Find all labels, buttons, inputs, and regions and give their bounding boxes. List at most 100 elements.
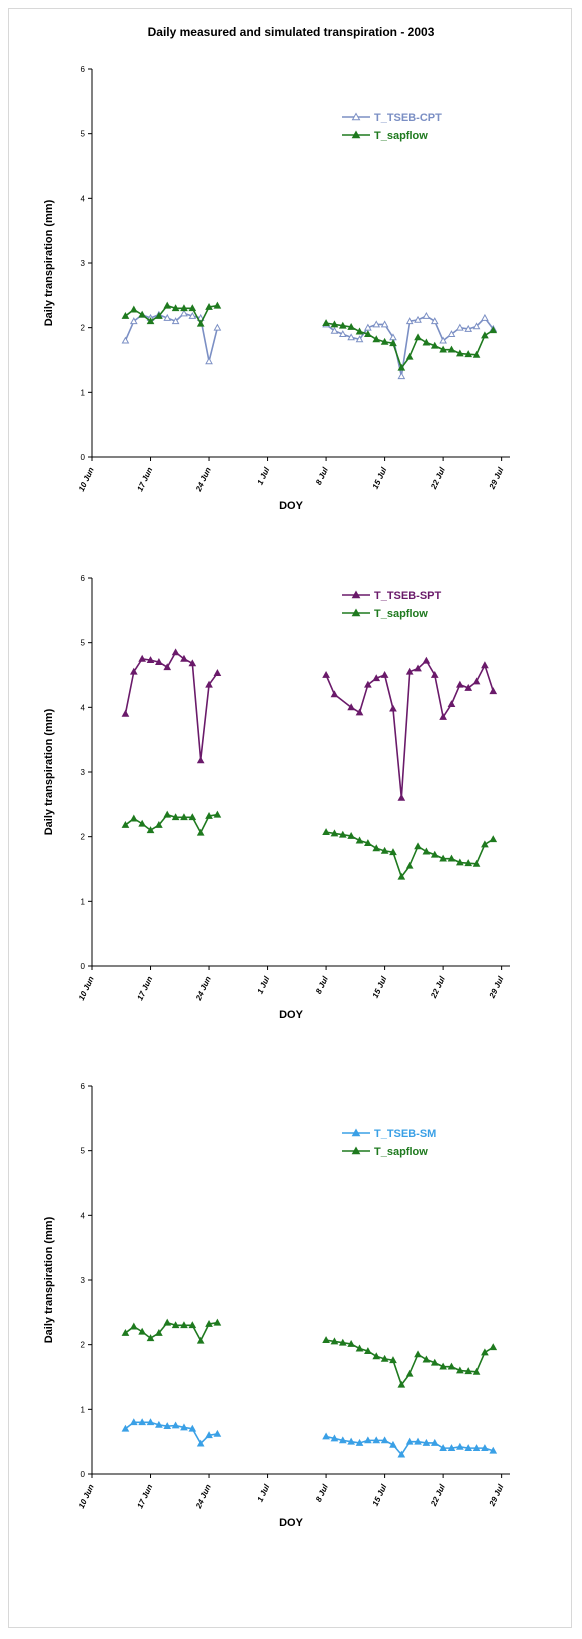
x-tick-label: 24 Jun [194, 975, 213, 1003]
data-point [347, 831, 356, 839]
data-point [405, 1437, 414, 1445]
series-T_TSEB-SPT [121, 648, 498, 801]
series-T_sapflow [121, 1318, 498, 1388]
data-point [322, 670, 330, 678]
data-point [481, 313, 489, 321]
data-point [338, 330, 347, 338]
x-tick-label: 8 Jul [314, 1482, 330, 1503]
data-point [163, 313, 172, 321]
data-point [338, 830, 347, 838]
data-point [129, 814, 138, 822]
data-point [163, 1318, 172, 1326]
data-point [472, 1444, 481, 1452]
x-tick-label: 1 Jul [256, 465, 272, 486]
data-point [380, 1436, 389, 1444]
data-point [455, 858, 464, 866]
data-point [447, 330, 456, 338]
data-point [481, 1348, 489, 1356]
data-point [129, 667, 138, 675]
data-point [188, 1424, 197, 1432]
data-point [464, 859, 473, 867]
data-point [389, 1440, 397, 1448]
data-point [196, 1336, 205, 1344]
data-point [414, 664, 422, 672]
data-point [163, 810, 172, 818]
data-point [455, 349, 464, 357]
data-point [213, 669, 222, 676]
data-point [196, 1439, 205, 1447]
y-axis-label: Daily transpiration (mm) [43, 708, 55, 835]
chart-3: 0 1 2 3 4 5 6 10 Jun 17 Jun 24 Jun 1 Jul 8 Jul 15 Ju… [43, 1082, 510, 1529]
data-point [405, 861, 414, 869]
data-point [372, 844, 381, 852]
data-point [447, 700, 456, 707]
data-point [155, 820, 163, 828]
legend-entry: T_sapflow [342, 130, 428, 142]
y-tick-label: 3 [81, 768, 86, 777]
series-T_TSEB-CPT [121, 309, 498, 380]
data-point [439, 345, 447, 353]
data-point [389, 704, 397, 712]
x-axis-label: DOY [279, 1009, 304, 1021]
data-point [188, 1321, 197, 1329]
legend-marker [351, 112, 361, 121]
legend-marker [351, 130, 361, 139]
series-line [124, 1421, 218, 1445]
x-tick-label: 10 Jun [77, 975, 96, 1002]
data-point [138, 1327, 147, 1335]
series-T_sapflow [121, 810, 498, 880]
data-point [447, 854, 456, 862]
data-point [464, 1367, 473, 1375]
data-point [439, 1362, 447, 1370]
data-point [121, 336, 130, 344]
data-point [180, 1321, 188, 1329]
data-point [121, 1424, 130, 1432]
x-tick-label: 8 Jul [314, 465, 330, 486]
data-point [481, 1444, 489, 1452]
y-axis-label: Daily transpiration (mm) [43, 199, 55, 326]
data-point [330, 690, 339, 698]
data-point [372, 1436, 381, 1444]
x-tick-label: 1 Jul [256, 974, 272, 995]
data-point [389, 848, 397, 856]
series-T_sapflow [121, 301, 498, 371]
data-point [447, 1444, 456, 1452]
data-point [372, 674, 381, 682]
data-point [447, 345, 456, 353]
data-point [146, 1334, 155, 1342]
legend-entry: T_TSEB-SM [342, 1128, 436, 1140]
data-point [364, 323, 372, 331]
x-tick-label: 17 Jun [135, 466, 154, 493]
y-tick-label: 5 [81, 1147, 86, 1156]
data-point [364, 1347, 372, 1355]
x-tick-label: 8 Jul [314, 974, 330, 995]
data-point [171, 317, 180, 325]
data-point [180, 304, 188, 312]
data-point [380, 1354, 389, 1362]
data-point [121, 1328, 130, 1336]
y-tick-label: 1 [81, 897, 86, 906]
data-point [330, 320, 339, 328]
series-T_TSEB-SM [121, 1418, 498, 1458]
data-point [355, 1438, 364, 1446]
data-point [180, 654, 188, 662]
series-line [325, 659, 495, 798]
data-point [205, 302, 213, 310]
legend-label: T_sapflow [374, 608, 428, 620]
data-point [380, 320, 389, 328]
data-point [372, 335, 381, 343]
data-point [455, 1366, 464, 1374]
data-point [455, 1442, 464, 1450]
data-point [380, 846, 389, 854]
y-tick-label: 5 [81, 639, 86, 648]
data-point [322, 1432, 330, 1440]
data-point [180, 1423, 188, 1431]
chart-2: 0 1 2 3 4 5 6 10 Jun 17 Jun 24 Jun 1 Jul 8 Jul 15 Ju… [43, 574, 510, 1021]
data-point [163, 301, 172, 309]
x-tick-label: 24 Jun [194, 466, 213, 494]
data-point [322, 828, 330, 836]
data-point [146, 656, 155, 664]
data-point [464, 683, 473, 691]
